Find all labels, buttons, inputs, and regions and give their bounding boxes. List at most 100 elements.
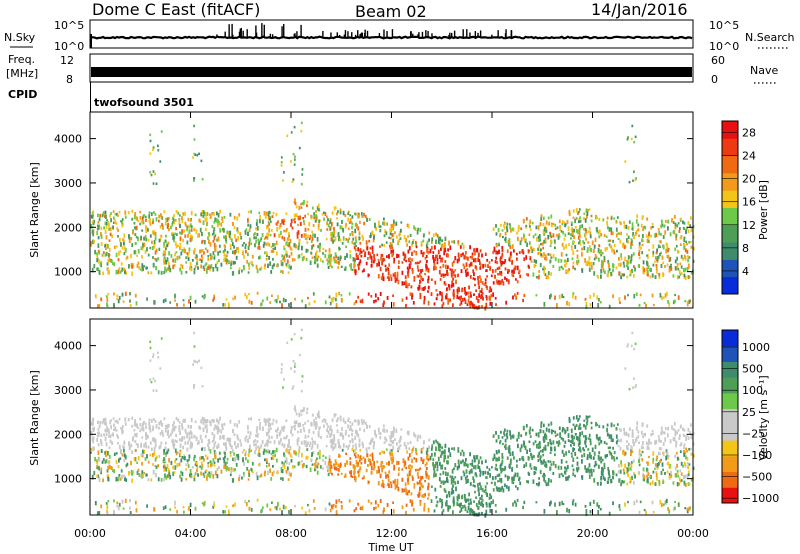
velocity-cell: [200, 419, 203, 424]
power-cell: [500, 272, 503, 277]
power-cell: [375, 227, 377, 231]
velocity-cell: [207, 443, 209, 447]
power-cell: [498, 282, 501, 286]
power-cell: [94, 294, 97, 299]
power-cell: [411, 295, 413, 300]
velocity-cell: [540, 461, 543, 465]
power-cell: [262, 220, 264, 224]
velocity-cell: [420, 482, 423, 487]
power-cell: [198, 152, 200, 156]
power-cell: [302, 217, 305, 220]
velocity-cell: [142, 473, 144, 478]
power-cell: [509, 245, 512, 250]
power-cell: [669, 232, 672, 237]
velocity-cell: [469, 452, 471, 457]
power-cell: [502, 261, 505, 264]
power-cell: [557, 258, 560, 263]
velocity-cell: [287, 478, 290, 481]
velocity-cell: [200, 466, 203, 471]
power-cell: [656, 270, 658, 274]
power-cell: [686, 302, 689, 307]
power-cell: [383, 300, 385, 304]
velocity-cell: [208, 441, 211, 445]
power-cell: [199, 249, 201, 254]
velocity-cell: [275, 458, 278, 463]
power-cell: [416, 261, 419, 265]
power-cell: [600, 274, 602, 279]
power-cell: [115, 269, 118, 275]
power-cell: [174, 219, 177, 222]
power-cell: [658, 272, 661, 277]
power-cell: [268, 255, 270, 260]
power-cell: [445, 264, 447, 269]
power-cell: [495, 232, 498, 236]
velocity-cell: [631, 446, 633, 451]
velocity-cell: [315, 421, 317, 425]
velocity-cell: [504, 438, 507, 443]
power-cell: [172, 264, 175, 270]
velocity-cell: [207, 462, 210, 465]
velocity-cell: [334, 459, 337, 463]
velocity-cell: [561, 429, 564, 433]
velocity-cell: [130, 460, 132, 466]
velocity-cell: [687, 436, 690, 440]
power-cell: [159, 160, 162, 163]
velocity-cell: [413, 432, 415, 437]
velocity-cell: [500, 477, 503, 481]
velocity-cell: [511, 434, 514, 438]
power-cell: [602, 261, 604, 266]
power-cell: [604, 270, 606, 274]
power-cell: [202, 220, 205, 226]
velocity-cell: [209, 460, 212, 463]
power-cell: [492, 269, 494, 274]
velocity-cell: [583, 419, 586, 422]
power-cell: [342, 210, 345, 216]
power-cell: [357, 255, 359, 260]
velocity-cell: [684, 507, 687, 510]
power-cell: [683, 236, 686, 239]
power-cell: [481, 281, 484, 285]
power-cell: [688, 299, 691, 304]
power-cell: [631, 124, 634, 128]
velocity-cell: [595, 434, 598, 439]
velocity-cell: [509, 452, 512, 457]
power-cell: [283, 171, 285, 174]
power-cell: [317, 227, 320, 231]
power-cell: [436, 293, 439, 297]
velocity-cell: [432, 440, 435, 445]
velocity-cell: [656, 477, 658, 481]
velocity-cell: [500, 462, 503, 466]
power-cell: [550, 239, 552, 244]
power-cell: [189, 266, 191, 271]
power-cell: [535, 225, 538, 230]
power-cell: [314, 214, 317, 218]
velocity-cell: [294, 420, 297, 425]
power-cell: [465, 291, 468, 295]
velocity-cell: [164, 446, 167, 450]
velocity-cell: [362, 443, 364, 448]
power-cell: [256, 233, 259, 237]
power-cell: [401, 298, 404, 302]
velocity-cell: [623, 431, 626, 436]
power-cell: [119, 250, 122, 253]
power-cell: [211, 212, 214, 216]
power-cell: [234, 295, 236, 300]
velocity-cell: [313, 507, 316, 510]
power-cell: [464, 299, 467, 305]
velocity-cell: [542, 453, 545, 457]
power-cell: [310, 247, 313, 251]
power-cell: [581, 268, 584, 273]
velocity-cell: [173, 471, 176, 474]
velocity-cell: [171, 438, 174, 443]
power-cell: [334, 206, 337, 209]
power-cell: [454, 274, 457, 278]
power-cell: [98, 217, 101, 222]
velocity-cell: [362, 456, 365, 459]
velocity-cell: [140, 442, 142, 447]
power-cell: [437, 239, 440, 244]
velocity-cell: [269, 468, 271, 473]
velocity-cell: [306, 443, 308, 448]
power-cell: [634, 178, 637, 182]
power-cell: [571, 232, 574, 236]
velocity-cell: [302, 427, 305, 430]
